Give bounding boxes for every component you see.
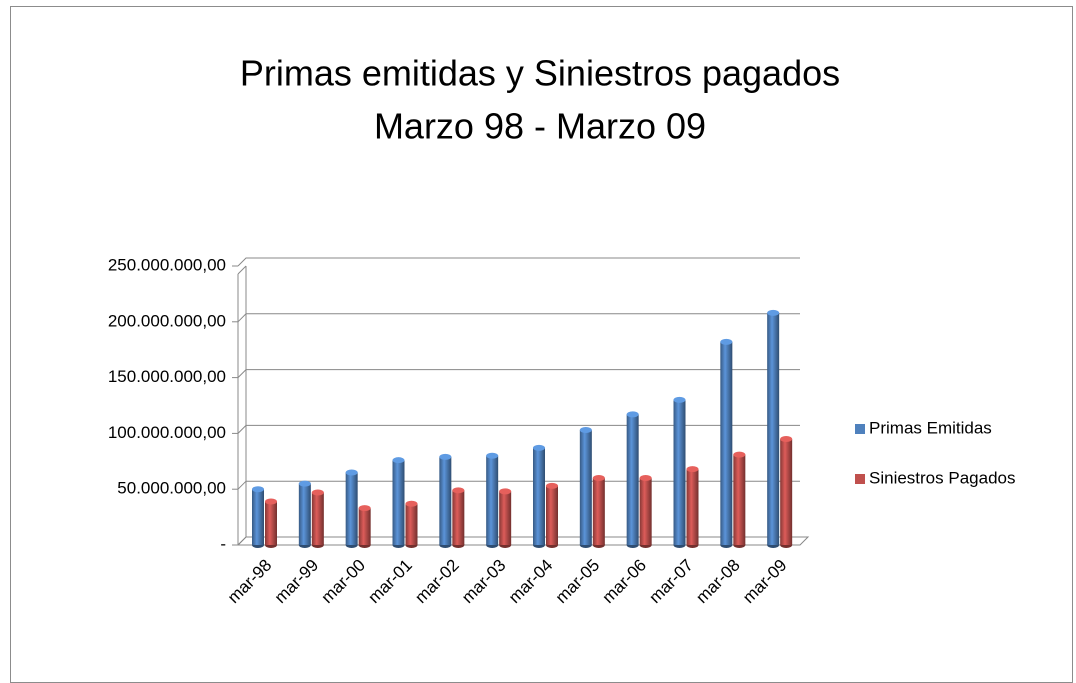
bar bbox=[345, 469, 358, 548]
legend-swatch bbox=[855, 424, 865, 434]
bar bbox=[780, 435, 793, 548]
grid-line bbox=[237, 313, 800, 323]
bar-top bbox=[720, 338, 733, 345]
bar-top bbox=[265, 498, 277, 505]
bar bbox=[533, 444, 545, 548]
y-tick-label: 50.000.000,00 bbox=[117, 479, 226, 498]
bar-body bbox=[546, 485, 558, 545]
bar-top bbox=[439, 453, 452, 460]
bar-body bbox=[720, 341, 733, 545]
grid-line bbox=[237, 369, 800, 378]
y-axis-depth bbox=[237, 265, 247, 275]
bar-top bbox=[767, 309, 780, 316]
legend-label: Primas Emitidas bbox=[869, 418, 992, 437]
bar-top bbox=[358, 505, 371, 512]
bar bbox=[499, 488, 512, 548]
bar-body bbox=[686, 469, 699, 545]
bar bbox=[252, 486, 264, 548]
bar bbox=[639, 475, 652, 548]
bar-top bbox=[686, 466, 699, 473]
bar-body bbox=[733, 454, 746, 545]
y-tick-label: - bbox=[220, 534, 226, 553]
bar bbox=[265, 498, 277, 548]
bar bbox=[358, 505, 371, 548]
grid-line bbox=[237, 424, 800, 434]
bar-top bbox=[592, 475, 605, 482]
bar-body bbox=[439, 456, 452, 545]
legend-swatch bbox=[855, 474, 865, 484]
bar bbox=[733, 451, 746, 548]
bar-body bbox=[592, 478, 605, 545]
bar-body bbox=[533, 447, 545, 545]
bar-top bbox=[311, 489, 324, 496]
y-tick-label: 200.000.000,00 bbox=[108, 311, 226, 330]
y-tick-label: 100.000.000,00 bbox=[108, 423, 226, 442]
bar-top bbox=[533, 444, 545, 451]
bar-top bbox=[252, 486, 264, 493]
bar bbox=[686, 466, 699, 548]
bar-top bbox=[626, 411, 639, 418]
bar bbox=[592, 475, 605, 548]
bar-body bbox=[265, 501, 277, 545]
bar-body bbox=[311, 492, 324, 545]
bar-body bbox=[626, 414, 639, 545]
bar bbox=[579, 427, 592, 548]
bar-body bbox=[486, 455, 499, 545]
bar bbox=[546, 482, 558, 548]
bar-body bbox=[405, 503, 418, 545]
bar-top bbox=[733, 451, 746, 458]
chart-title: Primas emitidas y Siniestros pagados bbox=[240, 53, 840, 94]
bar-top bbox=[546, 482, 558, 489]
chart-border bbox=[10, 6, 1073, 683]
bar-body bbox=[780, 438, 793, 545]
bar-top bbox=[392, 457, 405, 464]
bar-body bbox=[499, 491, 512, 545]
bar bbox=[767, 309, 780, 548]
bar-top bbox=[405, 500, 418, 507]
bar-body bbox=[358, 508, 371, 545]
bar-body bbox=[345, 472, 358, 545]
bar-top bbox=[298, 480, 311, 487]
bar bbox=[486, 452, 499, 548]
bar-body bbox=[298, 483, 311, 545]
bar bbox=[673, 396, 686, 548]
bar-body bbox=[452, 490, 465, 545]
bar bbox=[720, 338, 733, 548]
bar-body bbox=[392, 460, 405, 545]
bar bbox=[311, 489, 324, 548]
bar-body bbox=[579, 430, 592, 545]
bar-body bbox=[767, 312, 780, 545]
bar bbox=[626, 411, 639, 548]
bar bbox=[298, 480, 311, 548]
bar bbox=[452, 487, 465, 548]
bar-top bbox=[579, 427, 592, 434]
bar-top bbox=[345, 469, 358, 476]
grid-line bbox=[237, 536, 800, 546]
chart-subtitle: Marzo 98 - Marzo 09 bbox=[374, 106, 706, 147]
legend-label: Siniestros Pagados bbox=[869, 468, 1015, 487]
bar-top bbox=[780, 435, 793, 442]
bar-top bbox=[499, 488, 512, 495]
grid-line bbox=[237, 480, 800, 490]
bar bbox=[439, 453, 452, 548]
bar-top bbox=[486, 452, 499, 459]
y-tick-label: 250.000.000,00 bbox=[108, 255, 226, 274]
bar-body bbox=[252, 489, 264, 545]
grid-line bbox=[237, 257, 800, 267]
bar-top bbox=[673, 396, 686, 403]
bar-body bbox=[673, 399, 686, 545]
y-tick-label: 150.000.000,00 bbox=[108, 367, 226, 386]
bar-top bbox=[639, 475, 652, 482]
bar-top bbox=[452, 487, 465, 494]
bar-body bbox=[639, 478, 652, 545]
bar bbox=[392, 457, 405, 548]
bar bbox=[405, 500, 418, 548]
